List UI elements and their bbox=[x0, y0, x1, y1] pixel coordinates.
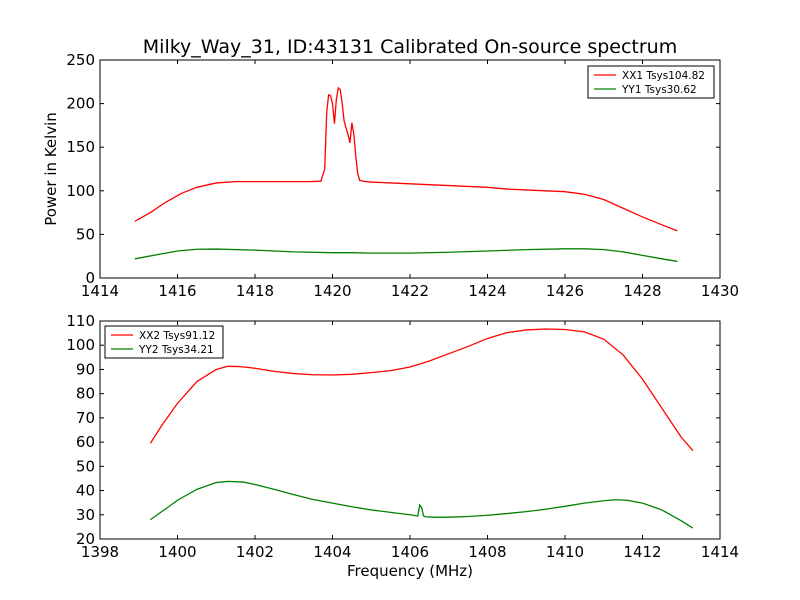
y-tick-label: 70 bbox=[76, 409, 95, 427]
y-tick-label: 150 bbox=[66, 138, 95, 156]
chart-title: Milky_Way_31, ID:43131 Calibrated On-sou… bbox=[143, 36, 677, 58]
x-tick-label: 1414 bbox=[81, 282, 119, 300]
x-tick-label: 1410 bbox=[546, 543, 584, 561]
x-tick-label: 1426 bbox=[546, 282, 584, 300]
legend-entry-label: YY1 Tsys30.62 bbox=[621, 84, 697, 96]
legend-entry-label: YY2 Tsys34.21 bbox=[138, 344, 214, 356]
y-tick-label: 40 bbox=[76, 482, 95, 500]
y-tick-label: 100 bbox=[66, 336, 95, 354]
y-tick-label: 0 bbox=[85, 269, 95, 287]
series-line-2-1 bbox=[149, 328, 694, 452]
y-tick-label: 90 bbox=[76, 360, 95, 378]
legend-box bbox=[587, 65, 715, 99]
chart-panel-2: 1398 1400 1402 1404 1406 1408 1410 1412 1414 20 30… bbox=[66, 312, 739, 580]
panels: 1414 1416 1418 1420 1422 1424 1426 1428 14300501… bbox=[42, 51, 739, 580]
x-tick-label: 1424 bbox=[468, 282, 506, 300]
x-tick-label: 1404 bbox=[313, 543, 351, 561]
y-tick-label: 30 bbox=[76, 506, 95, 524]
y-tick-label: 20 bbox=[76, 530, 95, 548]
series-line-1-2 bbox=[134, 248, 678, 263]
y-tick-label: 250 bbox=[66, 51, 95, 69]
y-tick-label: 110 bbox=[66, 312, 95, 330]
chart-panel-1: 1414 1416 1418 1420 1422 1424 1426 1428 1430 0 50 1… bbox=[42, 51, 739, 300]
x-tick-label: 1422 bbox=[391, 282, 429, 300]
x-axis-label: Frequency (MHz) bbox=[347, 562, 473, 580]
x-tick-label: 1418 bbox=[236, 282, 274, 300]
series-line-2-2 bbox=[149, 480, 694, 529]
y-tick-label: 80 bbox=[76, 385, 95, 403]
x-tick-label: 1430 bbox=[701, 282, 739, 300]
x-tick-label: 1408 bbox=[468, 543, 506, 561]
y-tick-label: 50 bbox=[76, 457, 95, 475]
x-tick-label: 1414 bbox=[701, 543, 739, 561]
legend-entry-label: XX2 Tsys91.12 bbox=[139, 330, 215, 342]
y-axis-label: Power in Kelvin bbox=[42, 112, 60, 226]
legend-box bbox=[104, 325, 224, 359]
series-line-1-1 bbox=[134, 86, 678, 232]
x-tick-label: 1406 bbox=[391, 543, 429, 561]
y-tick-label: 60 bbox=[76, 433, 95, 451]
x-tick-label: 1428 bbox=[623, 282, 661, 300]
y-tick-label: 100 bbox=[66, 182, 95, 200]
x-tick-label: 1400 bbox=[158, 543, 196, 561]
x-tick-label: 1416 bbox=[158, 282, 196, 300]
x-tick-label: 1398 bbox=[81, 543, 119, 561]
legend-entry-label: XX1 Tsys104.82 bbox=[622, 70, 705, 82]
legend-1: XX1 Tsys104.82 YY1 Tsys30.62 bbox=[587, 65, 715, 99]
x-tick-label: 1412 bbox=[623, 543, 661, 561]
x-tick-label: 1402 bbox=[236, 543, 274, 561]
y-tick-label: 50 bbox=[76, 225, 95, 243]
y-tick-label: 200 bbox=[66, 95, 95, 113]
legend-2: XX2 Tsys91.12 YY2 Tsys34.21 bbox=[104, 325, 224, 359]
x-tick-label: 1420 bbox=[313, 282, 351, 300]
